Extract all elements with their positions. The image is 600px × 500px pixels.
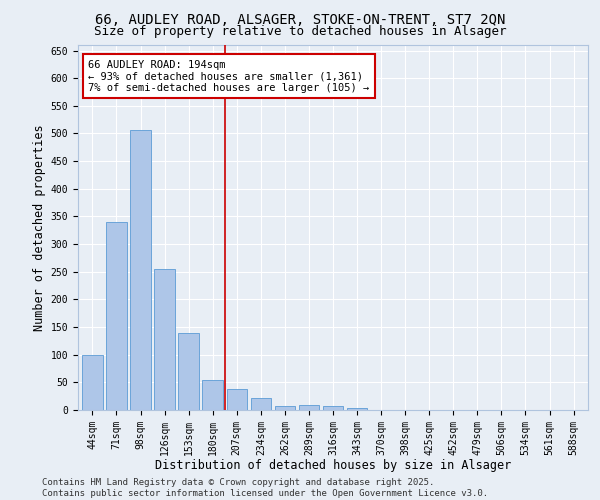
Bar [82,354,103,410]
Bar [154,269,175,410]
Text: 66, AUDLEY ROAD, ALSAGER, STOKE-ON-TRENT, ST7 2QN: 66, AUDLEY ROAD, ALSAGER, STOKE-ON-TRENT… [95,12,505,26]
Bar [130,130,151,410]
X-axis label: Distribution of detached houses by size in Alsager: Distribution of detached houses by size … [155,459,511,472]
Y-axis label: Number of detached properties: Number of detached properties [34,124,46,331]
Bar [251,398,271,410]
Text: 66 AUDLEY ROAD: 194sqm
← 93% of detached houses are smaller (1,361)
7% of semi-d: 66 AUDLEY ROAD: 194sqm ← 93% of detached… [88,60,370,93]
Text: Size of property relative to detached houses in Alsager: Size of property relative to detached ho… [94,25,506,38]
Bar [299,405,319,410]
Bar [202,380,223,410]
Bar [227,389,247,410]
Bar [347,408,367,410]
Bar [275,406,295,410]
Text: Contains HM Land Registry data © Crown copyright and database right 2025.
Contai: Contains HM Land Registry data © Crown c… [42,478,488,498]
Bar [323,406,343,410]
Bar [178,332,199,410]
Bar [106,222,127,410]
